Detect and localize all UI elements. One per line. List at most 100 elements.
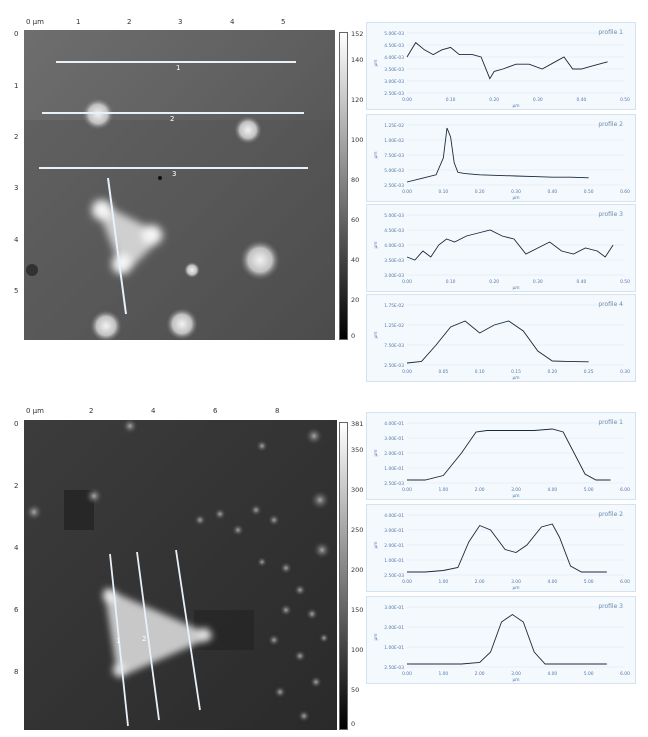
afm-image-svg: 1 2 xyxy=(24,420,337,730)
y-tick-label: 2.50E-03 xyxy=(384,183,404,189)
y-tick-label: 1.25E-02 xyxy=(384,123,404,129)
x-tick-label: 2.00 xyxy=(475,487,485,493)
x-tick-label: 0.30 xyxy=(511,189,521,195)
x-axis-unit-label: 0 µm xyxy=(26,407,44,415)
x-tick-label: 0.05 xyxy=(438,369,448,375)
x-tick-label: 0.10 xyxy=(438,189,448,195)
x-tick-label: 1.00 xyxy=(438,579,448,585)
x-tick-label: 6.00 xyxy=(620,487,630,493)
x-tick-label: 3.00 xyxy=(511,579,521,585)
particle xyxy=(319,633,329,643)
profile-series-line xyxy=(407,613,607,665)
particle xyxy=(294,584,306,596)
y-tick-label: 4 xyxy=(14,544,19,552)
y-tick-label: 4.50E-03 xyxy=(384,228,404,234)
colorbar-tick: 0 xyxy=(351,720,356,728)
profile-chart-top-1: 5.00E-03 4.50E-03 4.00E-03 3.50E-03 3.00E-03… xyxy=(366,22,636,110)
height-colorbar xyxy=(339,32,348,340)
x-tick-label: 0.10 xyxy=(446,97,456,103)
x-tick-label: 0.00 xyxy=(402,279,412,285)
profile-line-4 xyxy=(107,177,127,315)
profile-line-label: 1 xyxy=(176,64,180,72)
x-tick-label: 4.00 xyxy=(547,487,557,493)
y-tick-label: 5.00E-03 xyxy=(384,213,404,219)
y-tick-label: 7.50E-03 xyxy=(384,343,404,349)
x-tick-label: 6 xyxy=(213,407,218,415)
x-tick-label: 0.00 xyxy=(402,487,412,493)
pit xyxy=(26,264,38,276)
profile-line-label: 2 xyxy=(170,115,174,123)
x-axis-label: µm xyxy=(512,104,519,109)
particle xyxy=(194,514,206,526)
colorbar-max-label: 152 nm xyxy=(351,30,376,38)
particle xyxy=(274,686,286,698)
y-tick-label: 7.50E-03 xyxy=(384,153,404,159)
x-tick-label: 0.20 xyxy=(489,279,499,285)
profile-line-label: 3 xyxy=(172,170,176,178)
y-tick-label: 2.00E-01 xyxy=(384,451,404,457)
x-tick-label: 5.00 xyxy=(584,671,594,677)
colorbar-tick: 0 xyxy=(351,332,356,340)
particle xyxy=(122,420,138,434)
x-tick-label: 0.40 xyxy=(577,97,587,103)
colorbar-tick: 100 xyxy=(351,646,364,654)
colorbar-tick: 40 xyxy=(351,256,360,264)
x-tick-label: 0.10 xyxy=(446,279,456,285)
profile-line-2 xyxy=(136,551,160,721)
profile-line-label: 1 xyxy=(116,637,120,645)
particle xyxy=(310,676,322,688)
particle xyxy=(250,504,262,516)
particle xyxy=(256,440,268,452)
colorbar-tick: 20 xyxy=(351,296,360,304)
x-axis-label: µm xyxy=(512,376,519,381)
y-tick-label: 2.50E-03 xyxy=(384,363,404,369)
x-tick-label: 2 xyxy=(89,407,94,415)
y-tick-label: 0 xyxy=(14,30,19,38)
colorbar-tick: 300 xyxy=(351,486,364,494)
y-tick-label: 3 xyxy=(14,184,19,192)
x-tick-label: 8 xyxy=(275,407,280,415)
profile-line-1 xyxy=(109,553,129,727)
x-axis-label: µm xyxy=(512,196,519,201)
profile-series-line xyxy=(407,523,607,573)
x-tick-label: 0.15 xyxy=(511,369,521,375)
x-tick-label: 1 xyxy=(76,18,81,26)
colorbar-tick: 80 xyxy=(351,176,360,184)
profile-series-line xyxy=(407,428,611,481)
profile-title: profile 2 xyxy=(598,121,623,128)
y-tick-label: 1.25E-02 xyxy=(384,323,404,329)
x-axis-label: µm xyxy=(512,494,519,499)
x-tick-label: 0.50 xyxy=(620,97,630,103)
y-tick-label: 5 xyxy=(14,287,19,295)
x-tick-label: 4.00 xyxy=(547,579,557,585)
afm-topography-image: 1 2 xyxy=(24,420,337,730)
x-axis-label: µm xyxy=(512,678,519,683)
x-tick-label: 0.30 xyxy=(533,279,543,285)
y-tick-label: 4.00E-01 xyxy=(384,513,404,519)
x-tick-label: 5.00 xyxy=(584,487,594,493)
y-tick-label: 1.75E-02 xyxy=(384,303,404,309)
particle xyxy=(184,262,200,278)
x-tick-label: 1.00 xyxy=(438,487,448,493)
x-tick-label: 0.40 xyxy=(577,279,587,285)
x-tick-label: 6.00 xyxy=(620,671,630,677)
colorbar-tick: 150 xyxy=(351,606,364,614)
x-tick-label: 2 xyxy=(127,18,132,26)
y-tick-label: 2.50E-03 xyxy=(384,573,404,579)
profile-series-line xyxy=(406,229,614,261)
x-tick-label: 4 xyxy=(151,407,156,415)
y-tick-label: 2.50E-03 xyxy=(384,91,404,97)
y-tick-label: 2.00E-01 xyxy=(384,543,404,549)
x-tick-label: 0.30 xyxy=(533,97,543,103)
colorbar-tick: 100 xyxy=(351,136,364,144)
colorbar-tick: 250 xyxy=(351,526,364,534)
x-tick-label: 0.00 xyxy=(402,189,412,195)
colorbar-tick: 200 xyxy=(351,566,364,574)
profile-chart-top-2: 1.25E-02 1.00E-02 7.50E-03 5.00E-03 2.50E-03… xyxy=(366,114,636,202)
x-tick-label: 5.00 xyxy=(584,579,594,585)
colorbar-tick: 60 xyxy=(351,216,360,224)
y-tick-label: 3.50E-03 xyxy=(384,67,404,73)
y-tick-label: 5.00E-03 xyxy=(384,168,404,174)
particle xyxy=(234,116,262,144)
profile-line-3 xyxy=(175,549,201,711)
